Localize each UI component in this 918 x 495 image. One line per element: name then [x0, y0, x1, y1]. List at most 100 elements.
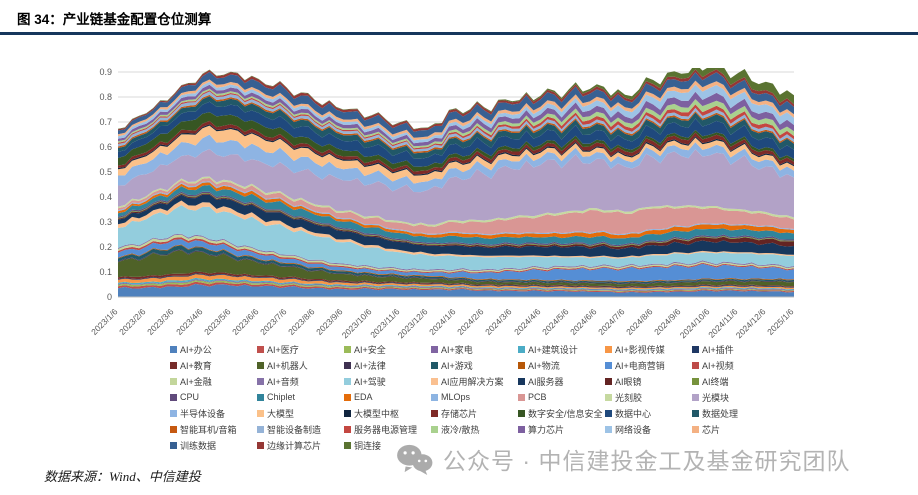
legend-swatch: [431, 345, 438, 353]
legend: AI+办公 AI+医疗 AI+安全 AI+家电 AI+建筑设计 AI+影视传媒 AI+插件 A…: [170, 343, 779, 451]
legend-item: AI+音频: [257, 375, 344, 387]
title-rule: [0, 32, 918, 35]
legend-item: AI终端: [692, 375, 779, 387]
legend-swatch: [170, 441, 177, 449]
area-series: [118, 185, 794, 246]
legend-swatch: [692, 361, 699, 369]
legend-swatch: [431, 393, 438, 401]
legend-label: 铜连接: [354, 440, 382, 451]
legend-swatch: [605, 361, 612, 369]
area-series: [118, 68, 794, 130]
legend-label: 智能耳机/音箱: [180, 424, 237, 435]
legend-swatch: [257, 409, 264, 417]
legend-item: 数据中心: [605, 407, 692, 419]
legend-label: AI+电商营销: [615, 360, 665, 371]
legend-label: AI+影视传媒: [615, 344, 665, 355]
legend-label: 半导体设备: [180, 408, 226, 419]
legend-swatch: [518, 345, 525, 353]
area-series: [118, 176, 794, 227]
legend-label: CPU: [180, 392, 200, 402]
legend-item: Chiplet: [257, 391, 344, 403]
legend-swatch: [605, 393, 612, 401]
legend-label: 训练数据: [180, 440, 217, 451]
legend-label: 智能设备制造: [267, 424, 322, 435]
legend-swatch: [344, 393, 351, 401]
legend-swatch: [692, 425, 699, 433]
source-note: 数据来源：Wind、中信建投: [44, 469, 201, 484]
stacked-area-chart: [118, 68, 794, 298]
area-series: [118, 178, 794, 235]
legend-label: AI+物流: [528, 360, 560, 371]
legend-swatch: [692, 377, 699, 385]
legend-label: 数字安全/信息安全: [528, 408, 603, 419]
legend-item: 网络设备: [605, 423, 692, 435]
area-series: [118, 200, 794, 259]
legend-item: EDA: [344, 391, 431, 403]
legend-swatch: [257, 361, 264, 369]
legend-swatch: [344, 361, 351, 369]
legend-label: AI应用解决方案: [441, 376, 504, 387]
legend-label: AI服务器: [528, 376, 564, 387]
legend-label: AI+办公: [180, 344, 212, 355]
legend-item: CPU: [170, 391, 257, 403]
y-tick-label: 0.2: [99, 242, 112, 252]
legend-swatch: [518, 361, 525, 369]
legend-swatch: [518, 425, 525, 433]
legend-item: AI+电商营销: [605, 359, 692, 371]
area-series: [118, 194, 794, 258]
legend-label: AI+机器人: [267, 360, 308, 371]
y-tick-label: 0: [106, 292, 112, 302]
legend-item: 芯片: [692, 423, 779, 435]
legend-label: AI+医疗: [267, 344, 299, 355]
area-series: [118, 249, 794, 285]
legend-item: 液冷/散热: [431, 423, 518, 435]
legend-item: 光刻胶: [605, 391, 692, 403]
legend-label: AI+音频: [267, 376, 299, 387]
legend-item: 算力芯片: [518, 423, 605, 435]
legend-swatch: [257, 425, 264, 433]
y-tick-label: 0.4: [99, 192, 112, 202]
legend-item: AI应用解决方案: [431, 375, 518, 387]
area-series: [118, 101, 794, 167]
legend-swatch: [170, 409, 177, 417]
legend-label: AI+家电: [441, 344, 473, 355]
legend-swatch: [170, 361, 177, 369]
legend-item: AI+金融: [170, 375, 257, 387]
legend-item: 存储芯片: [431, 407, 518, 419]
legend-swatch: [170, 345, 177, 353]
area-series: [118, 125, 794, 184]
legend-label: AI终端: [702, 376, 729, 387]
y-tick-label: 0.5: [99, 167, 112, 177]
legend-swatch: [257, 377, 264, 385]
area-series: [118, 245, 794, 284]
legend-label: 数据中心: [615, 408, 652, 419]
area-series: [118, 96, 794, 159]
legend-label: 大模型: [267, 408, 295, 419]
legend-item: 光模块: [692, 391, 779, 403]
legend-item: AI+机器人: [257, 359, 344, 371]
legend-item: MLOps: [431, 391, 518, 403]
legend-item: 半导体设备: [170, 407, 257, 419]
area-series: [118, 90, 794, 150]
legend-item: AI+视频: [692, 359, 779, 371]
area-series: [118, 124, 794, 176]
area-series: [118, 250, 794, 287]
legend-item: AI+物流: [518, 359, 605, 371]
legend-item: 智能耳机/音箱: [170, 423, 257, 435]
y-tick-label: 0.8: [99, 92, 112, 102]
legend-label: 算力芯片: [528, 424, 565, 435]
area-series: [118, 237, 794, 274]
legend-item: AI+影视传媒: [605, 343, 692, 355]
legend-item: AI+插件: [692, 343, 779, 355]
legend-item: AI+安全: [344, 343, 431, 355]
area-series: [118, 149, 794, 225]
legend-item: AI+家电: [431, 343, 518, 355]
legend-item: AI+游戏: [431, 359, 518, 371]
legend-label: AI+视频: [702, 360, 734, 371]
legend-label: 存储芯片: [441, 408, 478, 419]
legend-label: 大模型中枢: [354, 408, 400, 419]
y-tick-label: 0.7: [99, 117, 112, 127]
legend-label: AI+驾驶: [354, 376, 386, 387]
legend-label: PCB: [528, 392, 547, 402]
area-series: [118, 239, 794, 282]
